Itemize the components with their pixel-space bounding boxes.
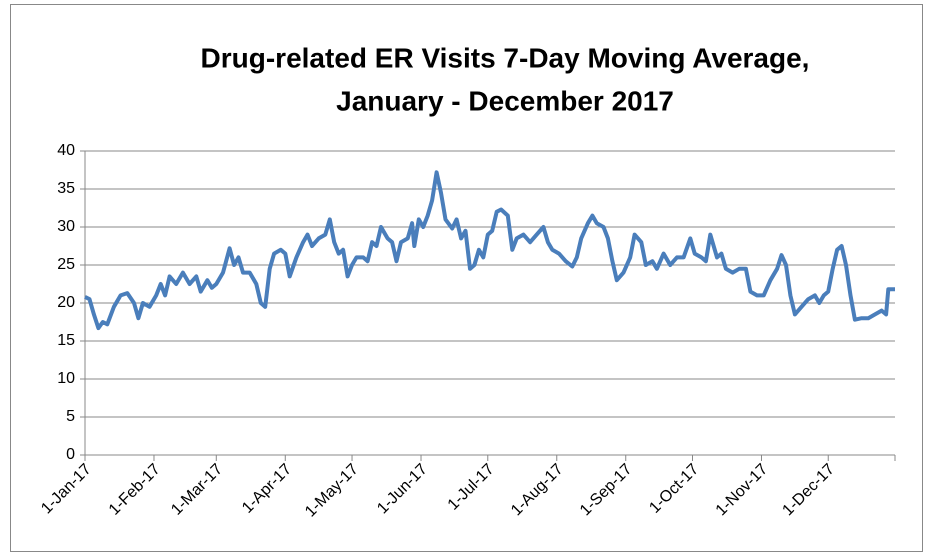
data-line xyxy=(84,170,895,331)
y-tick-label: 25 xyxy=(57,256,75,273)
y-tick-label: 5 xyxy=(66,408,75,425)
y-tick-label: 20 xyxy=(57,294,75,311)
y-tick-label: 30 xyxy=(57,218,75,235)
y-tick-label: 40 xyxy=(57,142,75,159)
y-tick-label: 0 xyxy=(66,446,75,463)
y-tick-label: 10 xyxy=(57,370,75,387)
y-tick-label: 15 xyxy=(57,332,75,349)
chart-title: January - December 2017 xyxy=(336,85,674,116)
chart-title: Drug-related ER Visits 7-Day Moving Aver… xyxy=(201,42,810,73)
y-tick-label: 35 xyxy=(57,180,75,197)
